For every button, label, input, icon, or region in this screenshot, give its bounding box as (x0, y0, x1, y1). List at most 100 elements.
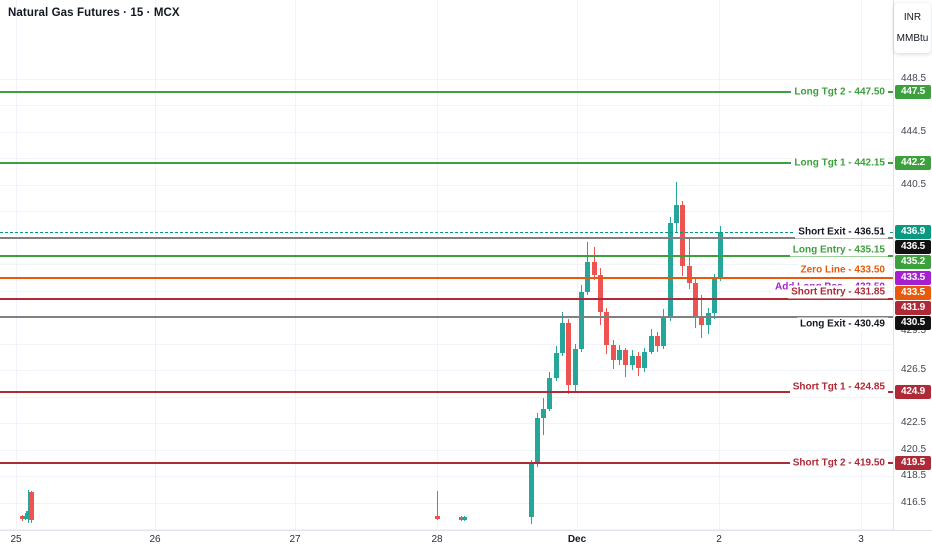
vertical-gridline (577, 0, 578, 530)
candle-up (28, 489, 29, 523)
candle-down-body (459, 517, 464, 520)
level-label-short-tgt-1: Short Tgt 1 - 424.85 (789, 380, 888, 394)
plot-area[interactable]: Long Tgt 2 - 447.50 Long Tgt 1 - 442.15 Sh… (0, 0, 893, 531)
horizontal-gridline (0, 158, 893, 160)
candle-down-body (687, 265, 692, 283)
price-tick: 416.5 (894, 496, 932, 509)
level-label-long-tgt-1: Long Tgt 1 - 442.15 (791, 156, 888, 170)
price-tick: 444.5 (894, 125, 932, 138)
candle-up-body (535, 417, 540, 465)
horizontal-gridline (0, 264, 893, 266)
horizontal-gridline (0, 343, 893, 345)
level-label-short-tgt-2: Short Tgt 2 - 419.50 (789, 456, 888, 470)
candle-down-body (20, 516, 25, 519)
price-badge-add-long-pos: 433.5 (895, 270, 931, 285)
price-tick: 440.5 (894, 178, 932, 191)
price-badge-long-entry: 435.2 (895, 255, 931, 270)
horizontal-gridline (0, 211, 893, 213)
level-line-long-tgt-1[interactable] (0, 161, 893, 164)
candle-down-body (623, 350, 628, 365)
candle-up-body (661, 315, 666, 347)
price-badge-current-price: 436.9 (895, 225, 931, 240)
chart-title[interactable]: Natural Gas Futures · 15 · MCX (8, 7, 180, 19)
candle-down-body (435, 516, 440, 519)
candle-down (689, 237, 690, 290)
time-label-2: 2 (716, 534, 722, 545)
candle-up-body (573, 349, 578, 385)
level-line-long-tgt-2[interactable] (0, 91, 893, 93)
price-badge-long-exit: 430.5 (895, 315, 931, 330)
level-line-short-tgt-1[interactable] (0, 391, 893, 394)
horizontal-gridline (0, 423, 893, 425)
candle-down-body (598, 274, 603, 312)
price-badge-short-exit: 436.5 (895, 240, 931, 255)
horizontal-gridline (0, 502, 893, 504)
price-tick: 418.5 (894, 470, 932, 483)
horizontal-gridline (0, 370, 893, 372)
level-line-long-entry[interactable] (0, 254, 893, 257)
candle-up-body (579, 292, 584, 350)
horizontal-gridline (0, 529, 893, 531)
candle-down-body (566, 322, 571, 385)
horizontal-gridline (0, 449, 893, 451)
price-tick: 426.5 (894, 364, 932, 377)
candle-up-body (706, 313, 711, 326)
candle-up-body (649, 335, 654, 352)
time-label-3: 3 (858, 534, 864, 545)
price-tick: 422.5 (894, 417, 932, 430)
level-line-short-tgt-2[interactable] (0, 462, 893, 464)
horizontal-gridline (0, 184, 893, 186)
candle-up-body (26, 510, 31, 518)
candle-down-body (604, 311, 609, 346)
candle-up-body (642, 351, 647, 368)
candle-down-body (655, 335, 660, 347)
level-line-zero-line[interactable] (0, 276, 893, 279)
horizontal-gridline (0, 476, 893, 478)
candle-up-body (617, 350, 622, 360)
candle-up-body (674, 204, 679, 224)
candle-up-body (560, 322, 565, 354)
candle-down-body (636, 355, 641, 368)
price-axis[interactable]: 448.5 444.5 440.5 429.5 426.5 422.5 420.5 418.5… (893, 0, 932, 530)
vertical-gridline (16, 0, 17, 530)
unit-button[interactable]: MMBtu (894, 28, 931, 49)
candle-down-body (611, 345, 616, 360)
currency-button[interactable]: INR (894, 7, 931, 28)
time-label-25: 25 (10, 534, 22, 545)
level-label-short-entry: Short Entry - 431.85 (788, 285, 888, 299)
time-label-28: 28 (431, 534, 443, 545)
horizontal-gridline (0, 290, 893, 292)
level-line-short-exit[interactable] (0, 236, 893, 239)
vertical-gridline (437, 0, 438, 530)
horizontal-gridline (0, 396, 893, 398)
candle-up-body (462, 517, 467, 520)
level-line-short-entry[interactable] (0, 298, 893, 301)
level-label-long-entry: Long Entry - 435.15 (789, 243, 888, 257)
horizontal-gridline (0, 78, 893, 80)
horizontal-gridline (0, 105, 893, 107)
candle-down-body (29, 492, 34, 520)
price-badge-short-tgt-2: 419.5 (895, 456, 931, 470)
candle-down-body (699, 315, 704, 326)
price-badge-long-tgt-1: 442.2 (895, 155, 931, 170)
price-badge-short-tgt-1: 424.9 (895, 385, 931, 400)
time-label-27: 27 (289, 534, 301, 545)
time-axis[interactable]: 25 26 27 28 Dec 2 3 (0, 530, 932, 550)
candle-up-body (668, 223, 673, 316)
candle-up-body (554, 353, 559, 379)
candle-down (437, 490, 438, 520)
candle-up-body (541, 408, 546, 418)
vertical-gridline (295, 0, 296, 530)
candle-up-body (547, 378, 552, 409)
price-badge-long-tgt-2: 447.5 (895, 85, 931, 99)
current-price-line (0, 232, 893, 234)
price-tick: 448.5 (894, 72, 932, 85)
time-label-26: 26 (149, 534, 161, 545)
level-label-long-tgt-2: Long Tgt 2 - 447.50 (791, 85, 888, 99)
level-line-long-exit[interactable] (0, 316, 893, 319)
candle-down-body (680, 204, 685, 266)
price-badge-zero-line: 433.5 (895, 285, 931, 300)
candle-down-body (592, 261, 597, 275)
level-label-long-exit: Long Exit - 430.49 (796, 317, 888, 331)
